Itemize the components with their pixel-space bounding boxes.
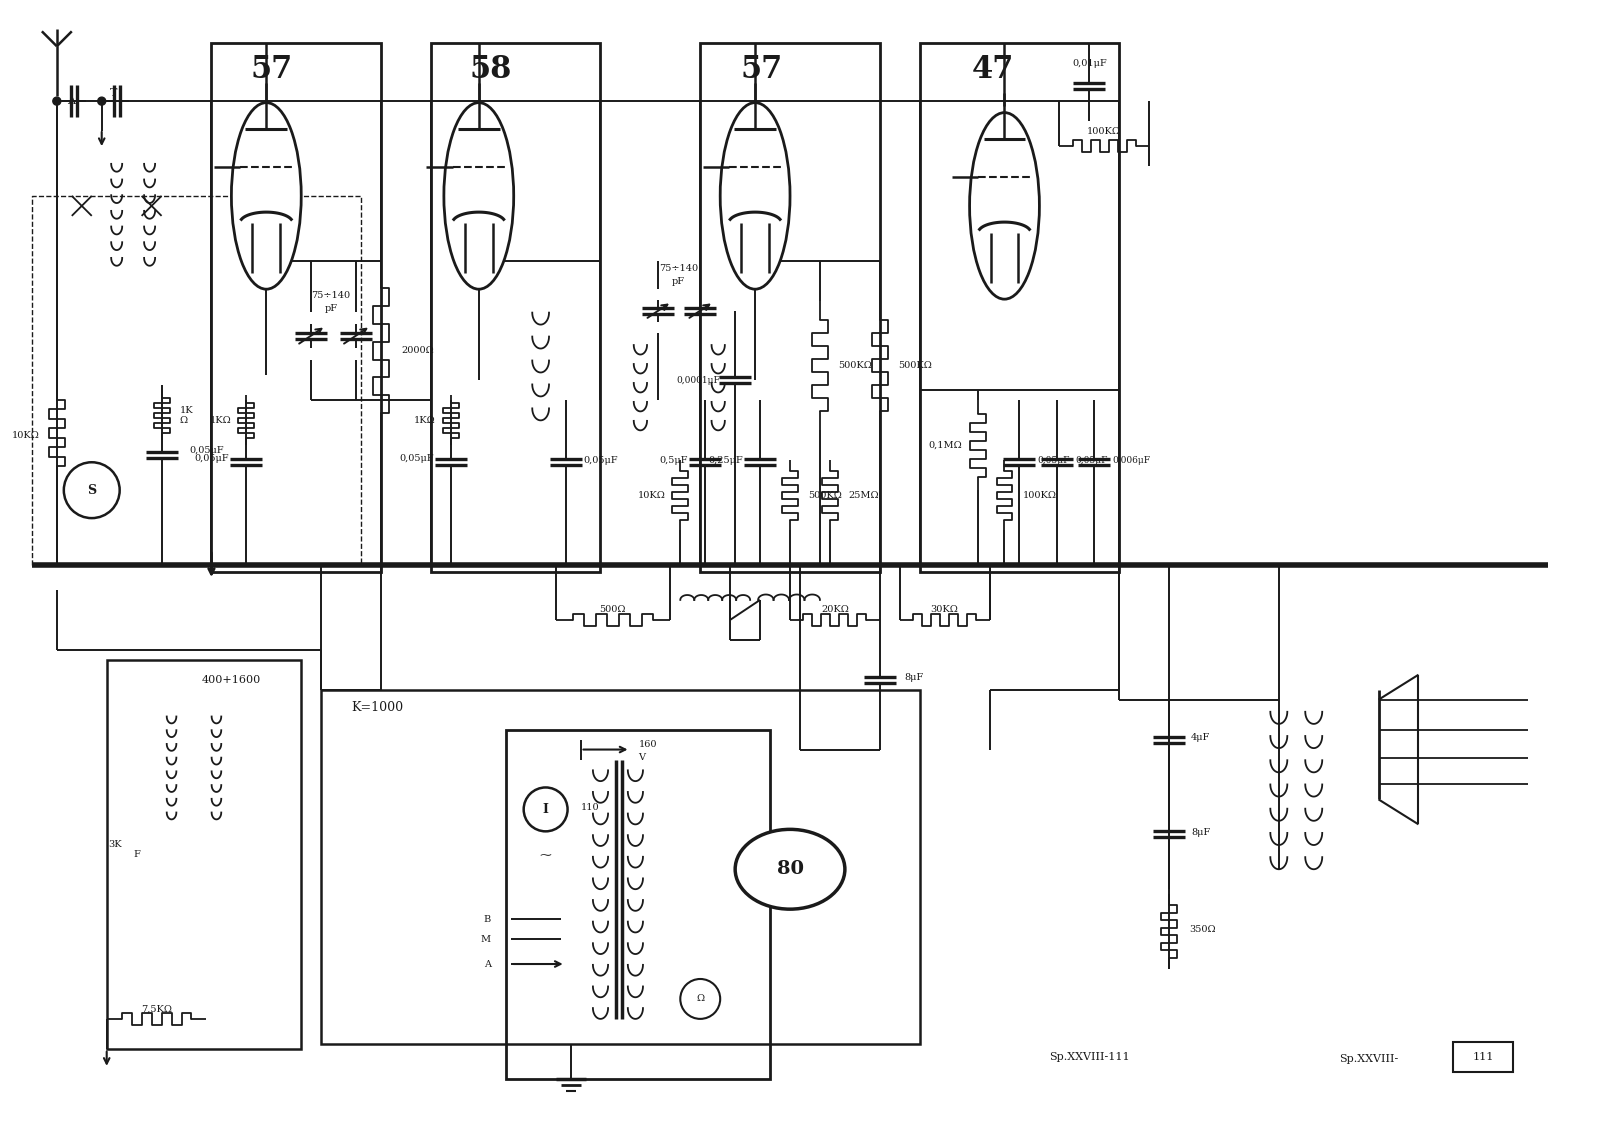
Text: 350Ω: 350Ω (1189, 925, 1216, 933)
Bar (701, 43, 880, 572)
Text: A: A (67, 96, 75, 106)
Text: B: B (483, 915, 491, 924)
Text: 3K: 3K (109, 840, 122, 848)
Text: 47: 47 (971, 53, 1014, 85)
Text: S: S (86, 484, 96, 497)
Bar (211, 43, 381, 572)
Text: 1K
Ω: 1K Ω (179, 406, 194, 425)
Ellipse shape (720, 103, 790, 290)
Text: 0,05μF: 0,05μF (400, 454, 434, 463)
Text: 75÷140: 75÷140 (312, 291, 350, 300)
Text: 1KΩ: 1KΩ (210, 416, 232, 425)
Text: 500Ω: 500Ω (600, 605, 626, 614)
Circle shape (98, 97, 106, 105)
Text: 0,0001μF: 0,0001μF (677, 375, 720, 385)
Bar (107, 659, 301, 1048)
Text: I: I (542, 803, 549, 815)
Text: Sp.XXVIII-111: Sp.XXVIII-111 (1050, 1052, 1130, 1062)
Text: pF: pF (325, 304, 338, 313)
Text: 57: 57 (741, 53, 784, 85)
Text: Ω: Ω (696, 994, 704, 1003)
Bar (430, 43, 600, 572)
Bar (322, 690, 920, 1044)
Text: 110: 110 (581, 803, 598, 812)
Text: 500KΩ: 500KΩ (838, 361, 872, 370)
Text: T: T (110, 88, 117, 98)
Text: K=1000: K=1000 (350, 701, 403, 714)
Text: 80: 80 (776, 861, 803, 879)
Text: 8μF: 8μF (1190, 828, 1210, 837)
Text: 160: 160 (638, 740, 658, 749)
Text: 0,05μF: 0,05μF (1037, 456, 1070, 465)
Text: 0,006μF: 0,006μF (1112, 456, 1150, 465)
Text: 20KΩ: 20KΩ (821, 605, 850, 614)
Text: 0,05μF: 0,05μF (584, 456, 618, 465)
Text: 100KΩ: 100KΩ (1088, 127, 1122, 136)
Text: 0,05μF: 0,05μF (195, 454, 229, 463)
Text: M: M (480, 934, 491, 943)
Text: 4μF: 4μF (1190, 733, 1211, 742)
Text: 0,5μF: 0,5μF (659, 456, 688, 465)
Text: 0,25μF: 0,25μF (709, 456, 742, 465)
Text: 111: 111 (1472, 1052, 1494, 1062)
Text: 500KΩ: 500KΩ (808, 491, 842, 500)
Text: A: A (483, 959, 491, 968)
Text: 2000Ω: 2000Ω (402, 346, 434, 355)
Text: 30KΩ: 30KΩ (931, 605, 958, 614)
Ellipse shape (232, 103, 301, 290)
Text: 58: 58 (469, 53, 512, 85)
Text: 10KΩ: 10KΩ (11, 431, 40, 440)
Bar (506, 729, 770, 1079)
Text: 100KΩ: 100KΩ (1022, 491, 1056, 500)
Bar (1453, 1042, 1514, 1072)
Bar (920, 43, 1120, 572)
Text: 10KΩ: 10KΩ (637, 491, 666, 500)
Ellipse shape (970, 113, 1040, 300)
Text: 0,01μF: 0,01μF (1072, 59, 1107, 68)
Text: Sp.XXVIII-: Sp.XXVIII- (1339, 1054, 1398, 1064)
Text: 25MΩ: 25MΩ (848, 491, 878, 500)
Ellipse shape (443, 103, 514, 290)
Text: 75÷140: 75÷140 (659, 265, 698, 274)
Text: F: F (133, 849, 141, 858)
Text: 500KΩ: 500KΩ (898, 361, 931, 370)
Text: 0,05μF: 0,05μF (189, 446, 224, 455)
Text: 0,1MΩ: 0,1MΩ (930, 441, 963, 450)
Text: 7,5KΩ: 7,5KΩ (141, 1004, 173, 1013)
Ellipse shape (734, 829, 845, 909)
Text: 8μF: 8μF (904, 673, 923, 682)
Text: 57: 57 (250, 53, 293, 85)
Text: 1KΩ: 1KΩ (414, 416, 435, 425)
Circle shape (53, 97, 61, 105)
Text: 400+1600: 400+1600 (202, 675, 261, 684)
Text: pF: pF (672, 277, 685, 286)
Text: ~: ~ (539, 846, 552, 863)
Text: 0,05μF: 0,05μF (1075, 456, 1107, 465)
Text: V: V (638, 753, 645, 762)
